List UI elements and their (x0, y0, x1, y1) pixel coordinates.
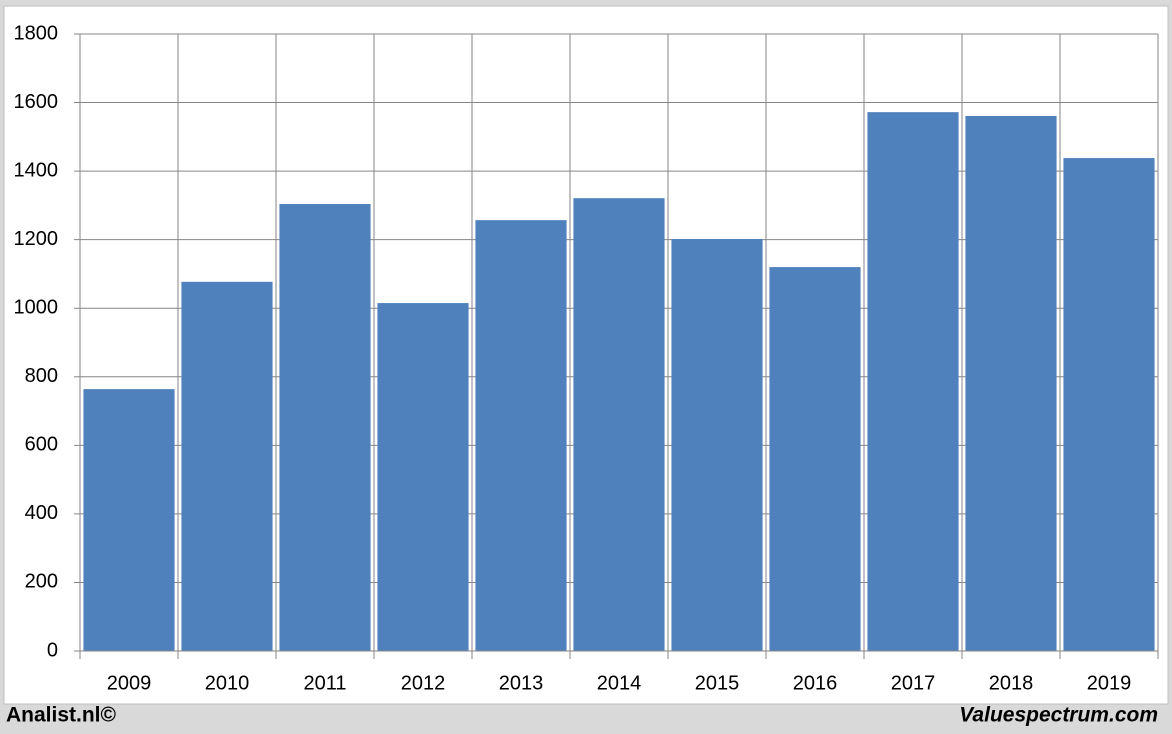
x-tick-label: 2009 (107, 672, 152, 694)
bar (83, 389, 175, 651)
bar (181, 281, 273, 651)
y-tick-label: 800 (25, 365, 58, 387)
x-tick-label: 2012 (401, 672, 446, 694)
bar (475, 220, 567, 651)
bar (377, 303, 469, 651)
bar (573, 198, 665, 651)
x-tick-label: 2018 (989, 672, 1034, 694)
x-tick-label: 2014 (597, 672, 642, 694)
y-tick-label: 1400 (14, 159, 59, 181)
x-tick-label: 2017 (891, 672, 936, 694)
y-tick-label: 1800 (14, 22, 59, 44)
bar (867, 112, 959, 652)
bar (279, 204, 371, 652)
y-tick-label: 1000 (14, 297, 59, 319)
footer-right: Valuespectrum.com (959, 704, 1158, 727)
x-tick-label: 2013 (499, 672, 544, 694)
footer-left: Analist.nl© (6, 704, 117, 727)
x-tick-label: 2011 (303, 672, 346, 694)
bar (1063, 158, 1155, 651)
y-tick-label: 200 (25, 571, 58, 593)
y-tick-label: 600 (25, 434, 58, 456)
x-tick-label: 2010 (205, 672, 250, 694)
bar (769, 267, 861, 651)
y-tick-label: 400 (25, 502, 58, 524)
bar (965, 115, 1057, 651)
bar (671, 238, 763, 651)
x-tick-label: 2019 (1087, 672, 1132, 694)
x-tick-label: 2016 (793, 672, 838, 694)
y-tick-label: 1600 (14, 91, 59, 113)
y-tick-label: 1200 (14, 228, 59, 250)
y-tick-label: 0 (47, 639, 58, 661)
x-tick-label: 2015 (695, 672, 740, 694)
